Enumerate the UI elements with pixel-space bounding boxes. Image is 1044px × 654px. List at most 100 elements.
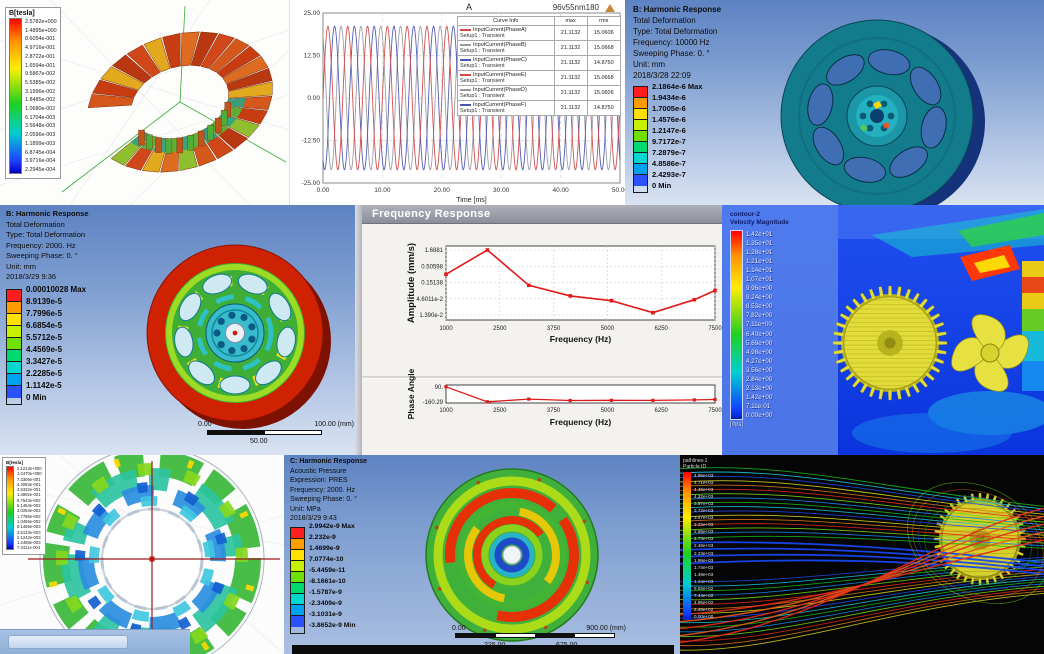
text-line: 1.28e+01 [746, 249, 773, 257]
text-line: 2.13e+00 [746, 384, 773, 392]
text-line: 2.1213e+000 [17, 466, 42, 471]
pathlines-view[interactable] [680, 455, 1044, 654]
text-line: 1.21e+01 [746, 258, 773, 266]
svg-text:40.00: 40.00 [552, 187, 569, 194]
legend-values: 2.1213e+000 1.2470e+000 7.3306e-001 4.3093e… [17, 466, 42, 551]
text-line: 1.0680e-002 [25, 106, 56, 113]
legend-color-cell [7, 350, 21, 362]
text-line: 1.0455e-002 [17, 518, 41, 524]
legend-value: -5.4459e-11 [309, 567, 346, 574]
rotor-field-view[interactable] [0, 455, 284, 654]
text-line: 2.23e+03 [694, 550, 714, 556]
plot-corner-label: A [466, 2, 473, 12]
legend-color-cell [7, 314, 21, 326]
panel-frequency-response-window: Frequency Response 1000 2500 3750 5000 6250 7… [355, 205, 722, 455]
text-line: Unit: mm [633, 60, 665, 69]
cfd-contour-view[interactable] [722, 205, 1044, 455]
svg-text:0.15138: 0.15138 [421, 281, 443, 287]
legend-value: 9.7172e-7 [652, 137, 686, 146]
text-line: 0.00e+00 [694, 613, 714, 619]
svg-text:3750: 3750 [547, 408, 561, 414]
text-line: 3.9716e-004 [25, 158, 56, 165]
legend-value: 3.3427e-5 [26, 357, 63, 366]
text-line: 3.5648e-003 [25, 123, 56, 130]
text-line: 9.24e+00 [746, 294, 773, 302]
text-line: 5.1464e-002 [17, 503, 41, 509]
legend-value: -8.1661e-10 [309, 578, 346, 585]
text-line: 2018/3/28 22:09 [633, 71, 691, 80]
svg-text:0.00: 0.00 [307, 95, 320, 102]
window-titlebar[interactable]: Frequency Response [362, 205, 722, 224]
text-line: 2.2945e-004 [25, 166, 56, 173]
text-line: Sweeping Phase: 0. ° [633, 49, 710, 58]
text-line: 1.8485e-002 [25, 97, 56, 104]
panel-current-xy-plot[interactable]: A 96v55nm180 25.00 12.50 0.00 -12.50 -25.00 0… [289, 0, 625, 205]
text-line: Total Deformation [633, 16, 696, 25]
window-edge-strip [0, 629, 190, 654]
svg-text:2500: 2500 [493, 408, 507, 414]
panel-acoustic-pressure[interactable]: C: Harmonic Response Acoustic Pressure Exp… [284, 455, 680, 654]
text-line: 7.3411e-004 [17, 545, 41, 551]
legend-value: 0 Min [26, 393, 47, 402]
panel-particle-pathlines[interactable]: pathlines-1 Particle ID 4.96e+03 4.71e+03 4… [680, 455, 1044, 654]
legend-color-cell [634, 120, 647, 131]
legend-title: B[tesla] [6, 460, 23, 465]
legend-value: 1.2147e-6 [652, 126, 686, 135]
text-line: 6.1704e-003 [25, 114, 56, 121]
window-title: Frequency Response [372, 208, 491, 220]
text-line: 1.49e+03 [694, 571, 714, 577]
result-header: C: Harmonic Response Acoustic Pressure Exp… [290, 457, 367, 524]
text-line: 4.71e+03 [694, 480, 714, 486]
scale-bar: 0.00 100.00 (mm) 50.00 [190, 421, 355, 451]
panel-cfd-velocity-contour[interactable]: contour-2 Velocity Magnitude 1.42e+01 1.35… [722, 205, 1044, 455]
frequency-response-charts[interactable]: 1000 2500 3750 5000 6250 7500 1.6881 0.50598 0.1… [362, 224, 722, 455]
text-line: 8.6054e-001 [25, 36, 56, 43]
text-line: 1.2470e+000 [17, 471, 42, 477]
text-line: 3.97e+03 [694, 501, 714, 507]
scale-min-label: 0.00 [198, 421, 212, 428]
text-line: 4.27e+00 [746, 357, 773, 365]
svg-text:1000: 1000 [439, 408, 453, 414]
window-bottom-edge [292, 645, 674, 654]
svg-text:3750: 3750 [547, 326, 561, 332]
text-line: Type: Total Deformation [6, 230, 86, 239]
scale-min-label: 0.00 [452, 625, 466, 632]
legend-value: 5.5712e-5 [26, 333, 63, 342]
panel-maxwell-field-top[interactable]: B[tesla] 2.5782e+000 1.4895e+000 8.6054e-0… [0, 0, 289, 205]
svg-text:6250: 6250 [655, 408, 669, 414]
svg-text:4.6011e-2: 4.6011e-2 [416, 297, 443, 303]
wheel-3d-view[interactable] [625, 0, 1044, 205]
legend-value: 4.4569e-5 [26, 345, 63, 354]
text-line: 8.7543e-002 [17, 497, 41, 503]
wheel-3d-view[interactable] [0, 205, 355, 455]
text-line: 2.98e+03 [694, 529, 714, 535]
legend-color-cell [7, 302, 21, 314]
svg-text:30.00: 30.00 [493, 187, 510, 194]
legend-color-cell [7, 374, 21, 386]
legend-color-cell [7, 386, 21, 398]
scale-ruler [207, 430, 322, 435]
legend-value: 2.1864e-6 Max [652, 82, 703, 91]
text-line: 3.0254e-002 [17, 508, 41, 514]
text-line: 5.69e+00 [746, 339, 773, 347]
panel-maxwell-field-bottom[interactable]: B[tesla] 2.1213e+000 1.2470e+000 7.3306e-0… [0, 455, 284, 654]
text-line: 3.56e+00 [746, 366, 773, 374]
scrollbar-thumb[interactable] [8, 635, 128, 649]
legend-color-cell [634, 142, 647, 153]
text-line: B: Harmonic Response [6, 209, 89, 218]
svg-text:5000: 5000 [601, 326, 615, 332]
pressure-legend: 2.9942e-9 Max 2.232e-9 1.4699e-9 7.0774e-10… [290, 523, 391, 634]
legend-value: 1.7005e-6 [652, 104, 686, 113]
text-line: 2018/3/29 9:43 [290, 515, 337, 522]
text-line: pathlines-1 [683, 458, 708, 464]
panel-harmonic-response-10000hz[interactable]: B: Harmonic Response Total Deformation Typ… [625, 0, 1044, 205]
text-line: 6.40e+00 [746, 330, 773, 338]
svg-text:12.50: 12.50 [304, 53, 321, 60]
disc-result-view[interactable] [284, 455, 680, 654]
svg-text:90.: 90. [435, 385, 444, 391]
panel-harmonic-response-2000hz[interactable]: B: Harmonic Response Total Deformation Typ… [0, 205, 355, 455]
legend-value: 0.00010028 Max [26, 285, 87, 294]
legend-color-cell [7, 290, 21, 302]
curve-info-table: Curve Info max rms InputCurrent(PhaseA) Setu… [457, 16, 621, 116]
text-line: 2.0596e-003 [25, 132, 56, 139]
